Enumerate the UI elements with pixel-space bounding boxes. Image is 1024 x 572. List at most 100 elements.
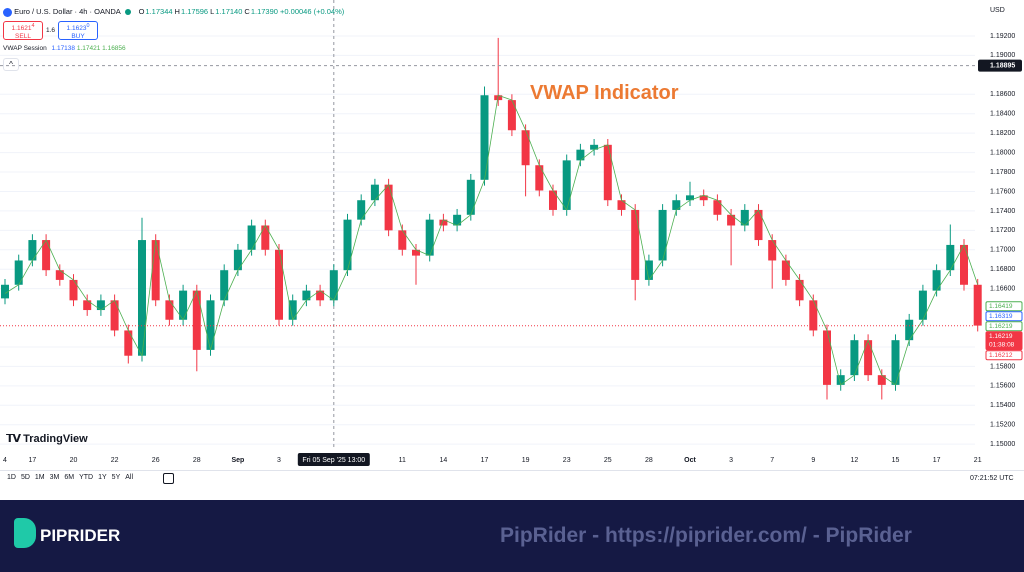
candle-body — [864, 340, 873, 376]
x-tick-label: 28 — [645, 457, 653, 464]
candle-body — [590, 144, 599, 150]
x-tick-label: 25 — [604, 457, 612, 464]
x-tick-label: 21 — [974, 457, 982, 464]
candle-body — [960, 244, 968, 285]
price-tag-label: 1.16219 — [989, 323, 1013, 330]
candle-body — [192, 290, 201, 350]
candle-body — [288, 300, 297, 320]
candle-body — [466, 179, 475, 215]
y-tick-label: 1.17800 — [990, 169, 1015, 176]
x-tick-label: 28 — [193, 457, 201, 464]
candle-body — [124, 330, 133, 356]
market-status — [125, 9, 132, 16]
watermark-text: TradingView — [23, 433, 88, 445]
candle-body — [877, 375, 886, 385]
range-button[interactable]: 5D — [20, 474, 30, 481]
candle-body — [823, 330, 831, 385]
indicator-value: 1.17421 — [76, 45, 101, 52]
change-pct: (+0.04%) — [313, 7, 345, 16]
candle-body — [206, 300, 215, 350]
y-tick-label: 1.17200 — [990, 227, 1015, 234]
x-tick-label: 3 — [277, 457, 281, 464]
sell-price: 1.1621 — [11, 25, 32, 33]
buy-price: 1.1623 — [66, 25, 87, 33]
x-tick-label: Sep — [231, 457, 244, 464]
logo-text: PIPRIDER — [40, 526, 121, 545]
y-tick-label: 1.16600 — [990, 286, 1015, 293]
candle-body — [535, 165, 544, 191]
candle-body — [727, 214, 736, 226]
y-tick-label: 1.17400 — [990, 208, 1015, 215]
range-button[interactable]: 1D — [7, 474, 16, 481]
ohlc-value: 1.17596 — [180, 7, 209, 16]
y-tick-label: 1.19200 — [990, 33, 1015, 40]
ohlc-name: H — [174, 7, 180, 16]
candle-body — [562, 160, 571, 210]
crosshair-x-label: Fri 05 Sep '25 13:00 — [302, 457, 365, 464]
y-tick-label: 1.19000 — [990, 52, 1015, 59]
range-button[interactable]: 5Y — [111, 474, 121, 481]
candle-body — [781, 260, 790, 280]
indicator-row: VWAP Session 1.17138 1.17421 1.16856 — [3, 45, 126, 52]
ohlc-name: O — [138, 7, 145, 16]
range-button[interactable]: 1M — [34, 474, 45, 481]
candle-body — [55, 270, 64, 280]
ohlc-value: 1.17390 — [250, 7, 278, 16]
candle-body — [261, 225, 270, 250]
x-tick-label: 7 — [770, 457, 774, 464]
candle-body — [247, 225, 256, 250]
candle-body — [480, 95, 489, 180]
y-tick-label: 1.15400 — [990, 402, 1015, 409]
candle-body — [110, 300, 119, 331]
indicator-name: VWAP Session — [3, 45, 47, 52]
range-button[interactable]: 3M — [49, 474, 60, 481]
candle-body — [275, 249, 283, 320]
candle-body — [151, 240, 160, 301]
x-tick-label: 3 — [729, 457, 733, 464]
candle-body — [316, 290, 325, 301]
sell-button[interactable]: 1.16214 SELL — [3, 21, 43, 40]
sell-pip: 4 — [31, 23, 35, 29]
price-tag — [985, 321, 1023, 332]
buy-button[interactable]: 1.16230 BUY — [58, 21, 98, 40]
currency[interactable]: USD — [990, 7, 1005, 14]
candle-body — [672, 200, 681, 210]
candle-body — [768, 240, 777, 261]
price-tag — [985, 301, 1023, 312]
candle-body — [329, 270, 338, 301]
candle-body — [220, 270, 229, 301]
y-tick-label: 1.15200 — [990, 422, 1015, 429]
range-button[interactable]: YTD — [79, 474, 94, 481]
spread: 1.6 — [46, 27, 56, 34]
candle-body — [521, 130, 530, 166]
candle-body — [384, 184, 393, 231]
flag-icon — [3, 7, 12, 17]
y-tick-label: 1.15000 — [990, 441, 1015, 448]
y-tick-label: 1.18600 — [990, 91, 1015, 98]
candle-body — [658, 209, 667, 261]
x-tick-label: 23 — [563, 457, 571, 464]
x-tick-label: 26 — [152, 457, 160, 464]
candle-body — [631, 209, 640, 280]
candle-body — [699, 195, 708, 201]
symbol-row: Euro / U.S. Dollar · 4h · OANDA O1.17344… — [3, 7, 344, 17]
x-tick-label: 22 — [111, 457, 119, 464]
divider — [0, 470, 1024, 471]
x-tick-label: 4 — [3, 457, 7, 464]
collapse-button[interactable]: ^ — [3, 58, 19, 71]
price-tag-label: 1.16419 — [989, 303, 1013, 310]
y-tick-label: 1.15600 — [990, 383, 1015, 390]
candle-body — [850, 340, 859, 376]
candle-body — [946, 244, 955, 271]
range-button[interactable]: 6M — [64, 474, 75, 481]
candle-body — [809, 300, 818, 331]
candle-body — [549, 190, 557, 210]
candle-body — [425, 219, 434, 256]
candle-body — [603, 144, 612, 201]
candle-body — [439, 219, 448, 226]
range-button[interactable]: 1Y — [98, 474, 107, 481]
price-tag — [985, 331, 1023, 351]
candle-body — [740, 209, 749, 226]
calendar-icon[interactable] — [163, 473, 174, 484]
range-button[interactable]: All — [125, 474, 134, 481]
